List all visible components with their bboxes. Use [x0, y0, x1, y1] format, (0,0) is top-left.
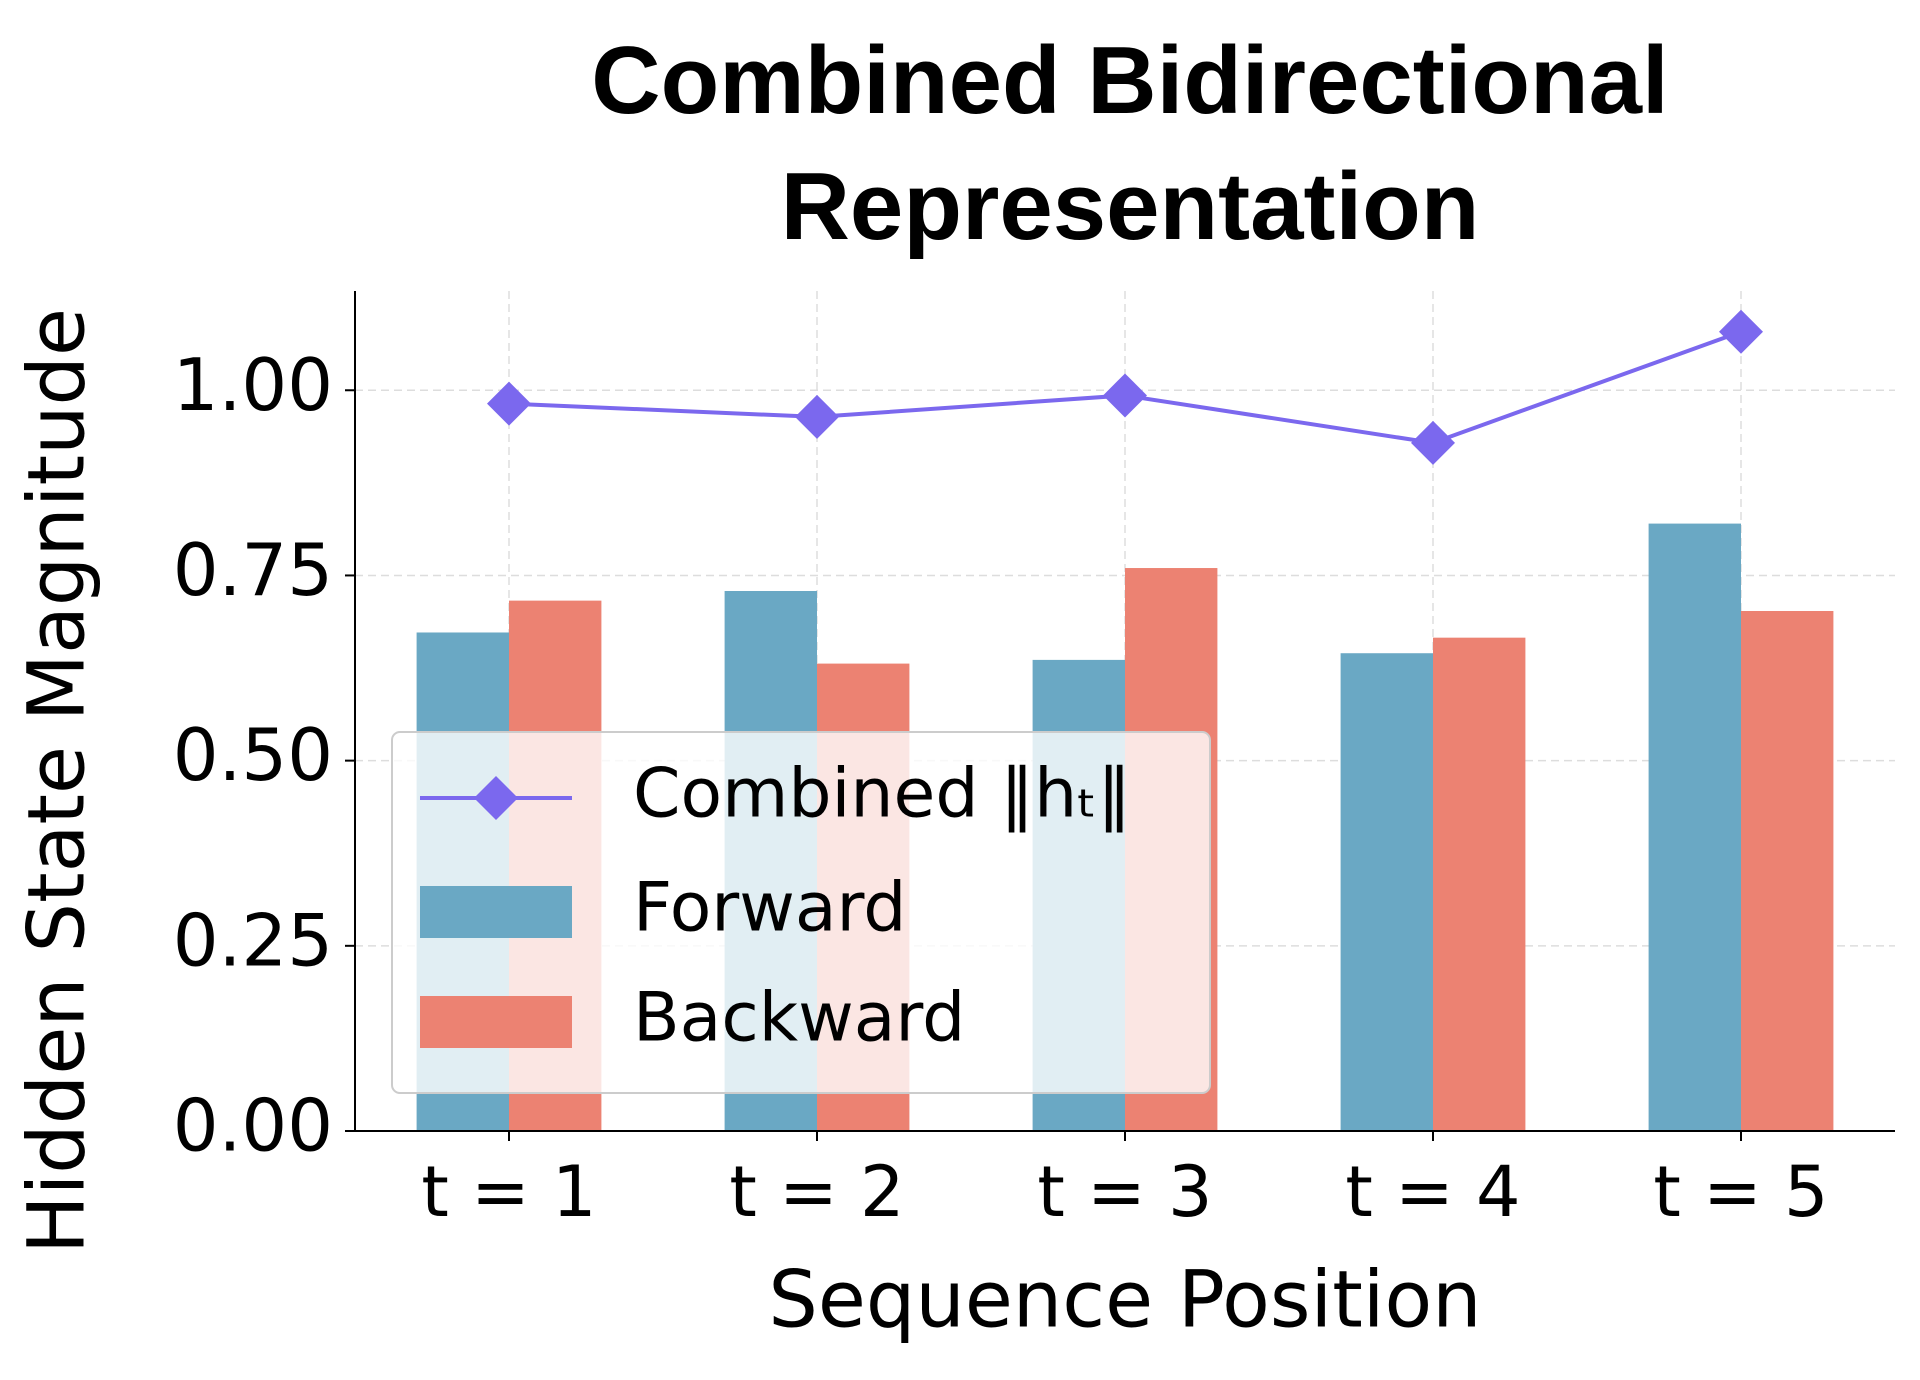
x-tick-label: t = 5: [1653, 1151, 1828, 1233]
y-tick-label: 0.75: [173, 528, 333, 612]
x-tick-label: t = 4: [1345, 1151, 1520, 1233]
legend-marker: [474, 776, 518, 820]
x-tick-label: t = 1: [421, 1151, 596, 1233]
x-tick-label: t = 3: [1037, 1151, 1212, 1233]
legend-label: Forward: [633, 869, 906, 948]
marker: [1411, 420, 1455, 465]
legend-label: Combined ‖hₜ‖: [633, 755, 1131, 834]
y-tick-label: 0.00: [173, 1084, 333, 1168]
y-axis-label: Hidden State Magnitude: [12, 308, 102, 1254]
bar: [1741, 611, 1834, 1131]
x-axis-label: Sequence Position: [768, 1255, 1481, 1345]
marker: [795, 394, 839, 439]
marker: [487, 381, 531, 426]
x-tick-label: t = 2: [729, 1151, 904, 1233]
y-tick-label: 1.00: [173, 343, 333, 427]
chart-title: Combined Bidirectional Representation: [591, 27, 1669, 260]
bar: [1340, 653, 1433, 1131]
bar: [1433, 637, 1526, 1131]
y-tick-label: 0.50: [173, 713, 333, 797]
legend-label: Backward: [633, 979, 965, 1058]
bar: [1648, 523, 1741, 1131]
legend-swatch: [420, 996, 572, 1048]
marker: [1719, 309, 1763, 354]
y-tick-label: 0.25: [173, 898, 333, 982]
marker: [1103, 373, 1147, 418]
legend-swatch: [420, 886, 572, 938]
legend-box: [391, 731, 1211, 1094]
